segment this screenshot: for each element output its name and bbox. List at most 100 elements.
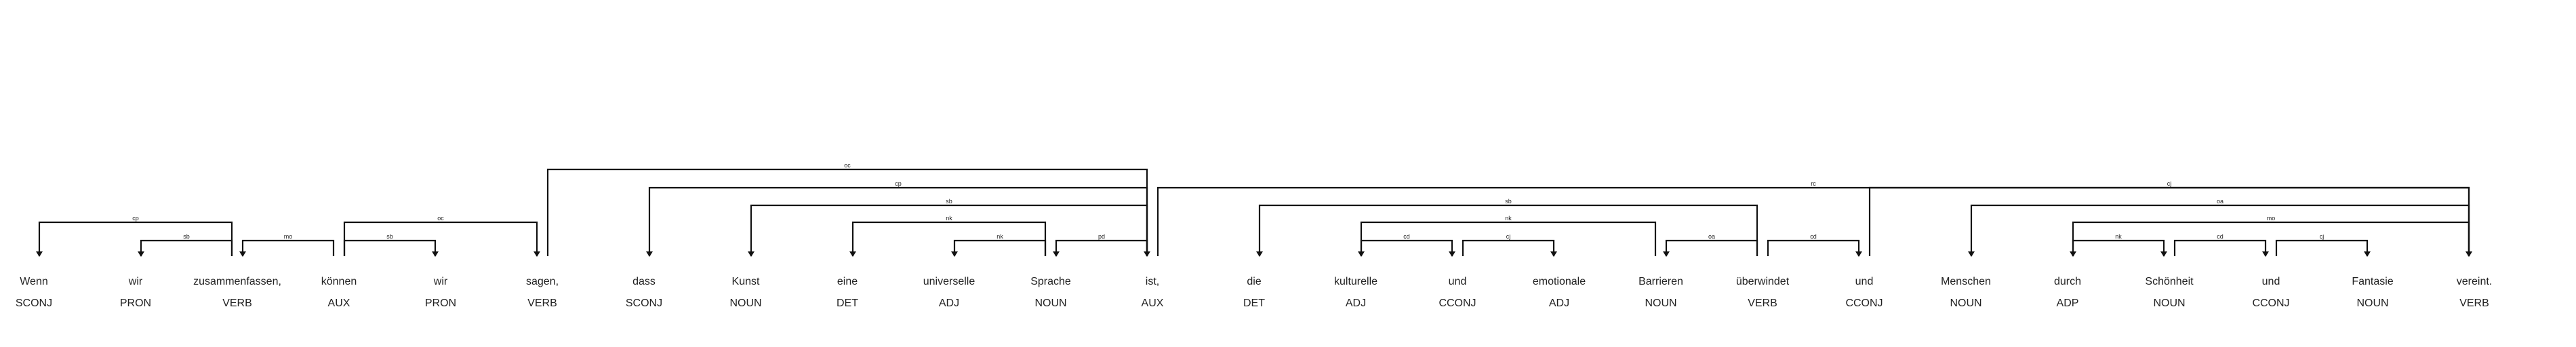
token-pos-tag: ADJ	[1549, 298, 1569, 309]
token-pos-tag: CCONJ	[1438, 298, 1476, 309]
arrowhead-icon	[432, 251, 439, 257]
arc-label: cj	[2167, 180, 2172, 187]
token-word: durch	[2054, 276, 2081, 287]
token-pos-tag: NOUN	[729, 298, 761, 309]
dependency-arc: sb	[343, 233, 439, 257]
arrowhead-icon	[1663, 251, 1670, 257]
arc-label: sb	[1505, 198, 1512, 205]
dependency-arc: cj	[2275, 233, 2371, 257]
token-pos-tag: ADJ	[1346, 298, 1366, 309]
dependency-arc: oc	[343, 215, 540, 257]
arc-line	[1360, 221, 1657, 256]
arc-line	[953, 239, 1047, 256]
arc-line	[750, 204, 1148, 256]
dependency-arc: cp	[646, 180, 1148, 257]
token-word: vereint.	[2457, 276, 2492, 287]
dependency-arc: cd	[2173, 233, 2269, 257]
token-word: die	[1247, 276, 1261, 287]
arrowhead-icon	[1855, 251, 1862, 257]
dependency-arc: cp	[36, 215, 233, 257]
arc-line	[1360, 239, 1453, 256]
arc-label: nk	[1505, 215, 1512, 222]
arc-label: cp	[895, 180, 902, 187]
token-pos-tag: NOUN	[1645, 298, 1676, 309]
arc-line	[241, 239, 335, 256]
arrowhead-icon	[646, 251, 653, 257]
arrowhead-icon	[1550, 251, 1557, 257]
token-word: ist,	[1146, 276, 1159, 287]
dependency-arc: oc	[546, 162, 1150, 257]
dependency-arc: sb	[748, 198, 1148, 257]
token-pos-tag: NOUN	[2356, 298, 2388, 309]
arc-line	[2173, 239, 2267, 256]
arc-line	[2072, 239, 2165, 256]
dependency-arc: cj	[1868, 180, 2472, 257]
arc-label: pd	[1098, 233, 1105, 240]
dependency-arc: cd	[1767, 233, 1862, 257]
dependency-arc: pd	[1053, 233, 1148, 257]
arrowhead-icon	[138, 251, 144, 257]
arc-label: nk	[2115, 233, 2122, 240]
arc-line	[1462, 239, 1555, 256]
token-word: und	[1449, 276, 1467, 287]
arrowhead-icon	[1449, 251, 1455, 257]
arrowhead-icon	[849, 251, 856, 257]
arc-label: cp	[132, 215, 139, 222]
token-word: sagen,	[526, 276, 559, 287]
arc-line	[851, 221, 1047, 256]
token-pos-tag: SCONJ	[626, 298, 662, 309]
dependency-arc: cj	[1462, 233, 1557, 257]
arrowhead-icon	[1053, 251, 1060, 257]
dependency-arc: nk	[2072, 233, 2167, 257]
token-word: Menschen	[1941, 276, 1991, 287]
token-word: zusammenfassen,	[193, 276, 281, 287]
token-pos-tag: VERB	[1748, 298, 1777, 309]
token-word: Barrieren	[1638, 276, 1683, 287]
token-pos-tag: SCONJ	[16, 298, 52, 309]
arc-label: cd	[2217, 233, 2223, 240]
arc-label: sb	[183, 233, 190, 240]
token-pos-tag: VERB	[2459, 298, 2489, 309]
arcs-layer: cp sb mo sb oc oc cp sb nk nk pd rc sb nk cd cj oa cd cj oa…	[36, 162, 2472, 257]
token-word: eine	[837, 276, 858, 287]
token-pos-tag: ADP	[2057, 298, 2079, 309]
arc-label: oa	[2217, 198, 2223, 205]
arc-label: cd	[1403, 233, 1410, 240]
token-word: überwindet	[1736, 276, 1790, 287]
arc-label: cd	[1810, 233, 1817, 240]
token-word: emotionale	[1533, 276, 1586, 287]
dependency-arc: mo	[239, 233, 335, 257]
token-word: Sprache	[1030, 276, 1071, 287]
arrowhead-icon	[534, 251, 540, 257]
arc-label: sb	[946, 198, 952, 205]
token-word: wir	[128, 276, 143, 287]
arc-label: mo	[284, 233, 293, 240]
arrowhead-icon	[1256, 251, 1263, 257]
token-pos-tag: CCONJ	[2252, 298, 2289, 309]
arrowhead-icon	[2364, 251, 2371, 257]
token-word: Kunst	[732, 276, 760, 287]
arc-line	[1258, 204, 1758, 256]
arc-label: nk	[997, 233, 1003, 240]
arrowhead-icon	[951, 251, 958, 257]
token-word: universelle	[923, 276, 975, 287]
token-pos-tag: VERB	[222, 298, 252, 309]
arc-line	[1665, 239, 1758, 256]
token-pos-tag: AUX	[1142, 298, 1164, 309]
arc-line	[1055, 239, 1148, 256]
arc-line	[140, 239, 233, 256]
arc-line	[1970, 204, 2470, 256]
arc-label: oc	[844, 162, 851, 169]
token-pos-tag: AUX	[328, 298, 350, 309]
token-pos-tag: NOUN	[2153, 298, 2185, 309]
dependency-arc: mo	[2070, 215, 2470, 257]
arrowhead-icon	[748, 251, 754, 257]
dependency-arc: oa	[1968, 198, 2470, 257]
arrowhead-icon	[36, 251, 43, 257]
arrowhead-icon	[2160, 251, 2167, 257]
arc-label: mo	[2267, 215, 2276, 222]
token-pos-tag: PRON	[120, 298, 151, 309]
arc-line	[546, 168, 1148, 256]
arc-label: cj	[2320, 233, 2325, 240]
